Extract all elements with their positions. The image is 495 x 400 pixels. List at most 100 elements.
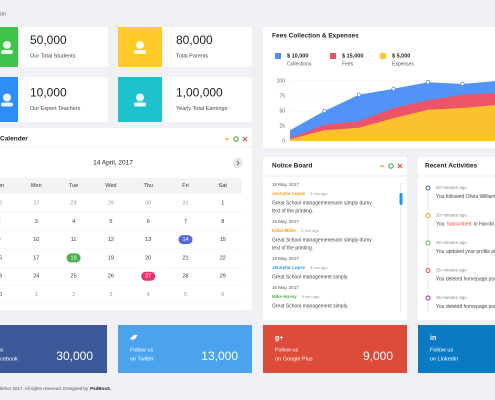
calendar-day: 2 <box>0 219 1 225</box>
calendar-day: 6 <box>221 292 224 298</box>
notice-time: 5 min ago <box>301 228 319 233</box>
timeline-dot <box>425 185 431 191</box>
social-card[interactable] <box>418 325 495 373</box>
notice-text: text of the printing. <box>272 208 313 214</box>
activity-text-part: You updated your profile picture <box>436 249 495 255</box>
activity-text: You deleted homepage.psd <box>436 304 495 310</box>
notice-time: 5 min ago <box>310 265 328 270</box>
legend-swatch <box>380 53 386 59</box>
social-count: 9,000 <box>363 349 393 363</box>
refresh-button[interactable] <box>388 163 394 169</box>
calendar-card <box>0 128 252 310</box>
social-count: 30,000 <box>56 349 93 363</box>
notice-date: 16 May, 2017 <box>272 182 299 187</box>
calendar-day: 31 <box>182 200 188 206</box>
refresh-button[interactable] <box>233 136 239 142</box>
activity-time: 10 minutes ago <box>436 213 467 218</box>
activity-text-part: You <box>436 222 445 228</box>
legend-amount: $ 15,000 <box>342 53 363 59</box>
activity-text: You deleted homepage.psd <box>436 277 495 283</box>
stat-value: 80,000 <box>176 33 213 47</box>
activity-text-part: You deleted homepage.psd <box>436 304 495 310</box>
data-point <box>425 79 431 85</box>
y-tick-label: 0 <box>282 138 285 144</box>
calendar-day: 21 <box>182 255 188 261</box>
activity-time: 30 minutes ago <box>436 240 467 245</box>
legend-label: Fees <box>342 61 354 67</box>
stat-label: Our Expert Teachers <box>30 106 81 112</box>
stat-label: Yearly Total Earnings <box>176 106 228 112</box>
activity-text-part: You followed Olivia Williams <box>436 194 495 200</box>
scroll-thumb[interactable] <box>399 193 403 205</box>
stat-label: Our Total Students <box>30 53 76 59</box>
stat-icon <box>1 50 13 54</box>
notice-author: Jennyfar Lopez <box>272 265 306 270</box>
weekday: Sun <box>0 183 4 189</box>
social-card[interactable] <box>0 325 107 373</box>
breadcrumb: Main <box>0 11 6 17</box>
calendar-day: 17 <box>33 255 39 261</box>
stat-icon <box>134 102 146 107</box>
data-point <box>322 108 327 114</box>
timeline-dot <box>425 295 431 301</box>
calendar-day: 1 <box>221 200 224 206</box>
stat-card <box>0 27 108 67</box>
calendar-day: 28 <box>71 200 77 206</box>
calendar-day: 3 <box>35 219 38 225</box>
weekday: Thu <box>143 183 152 189</box>
notice-date: 16 May, 2017 <box>272 219 299 224</box>
notice-date: 16 May, 2017 <box>272 256 299 261</box>
social-card[interactable] <box>263 325 407 373</box>
data-point <box>391 86 396 91</box>
social-line2: on Google Plus <box>275 356 313 362</box>
calendar-day: 29 <box>220 274 226 280</box>
activity-text: You updated your profile picture <box>436 249 495 255</box>
close-button[interactable] <box>242 136 248 142</box>
notice-title: Notice Board <box>272 163 312 170</box>
calendar-day: 19 <box>108 255 114 261</box>
selected-day <box>141 271 156 281</box>
calendar-day: 4 <box>147 292 150 298</box>
social-line1: Follow us <box>275 347 298 353</box>
calendar-title: Calender <box>0 136 28 143</box>
calendar-day: 26 <box>0 200 2 206</box>
close-button[interactable] <box>397 163 403 169</box>
stat-icon <box>3 41 11 49</box>
selected-day <box>66 253 81 263</box>
calendar-month: 14 April, 2017 <box>93 160 133 167</box>
activity-text-part: Subscribed <box>446 222 471 228</box>
activity-time: 35 minutes ago <box>436 268 467 273</box>
activity-time: 50 minutes ago <box>436 185 467 190</box>
footer-brand: PsdBosS. <box>90 386 111 391</box>
calendar-day: 1 <box>35 292 38 298</box>
calendar-day: 12 <box>108 237 114 243</box>
calendar-day: 7 <box>184 219 187 225</box>
notice-text: text of the printing. <box>272 245 313 251</box>
calendar-day: 30 <box>0 292 2 298</box>
notice-text: Great School managemenesom simply dumy <box>272 237 372 243</box>
area <box>290 105 495 141</box>
weekday: Fri <box>182 183 188 189</box>
next-month-button[interactable] <box>233 158 243 168</box>
calendar-day: 27 <box>145 274 151 280</box>
social-count: 13,000 <box>201 349 238 363</box>
social-icon <box>130 334 138 340</box>
weekday: Wed <box>105 183 116 189</box>
calendar-day: 8 <box>221 219 224 225</box>
notice-card <box>263 157 407 320</box>
social-card[interactable] <box>118 325 252 373</box>
legend-amount: $ 10,000 <box>287 53 308 59</box>
social-line1: Like us <box>0 347 4 353</box>
calendar-day: 25 <box>71 274 77 280</box>
activity-title: Recent Activities <box>425 163 478 170</box>
calendar-day: 28 <box>182 274 188 280</box>
legend-swatch <box>275 53 281 59</box>
notice-text: Great School management simply. <box>272 303 348 309</box>
stat-card <box>0 77 108 122</box>
selected-day <box>178 235 193 245</box>
stat-icon <box>136 41 144 49</box>
next-arrow <box>236 160 240 166</box>
social-line2: on Twitter <box>130 356 154 362</box>
